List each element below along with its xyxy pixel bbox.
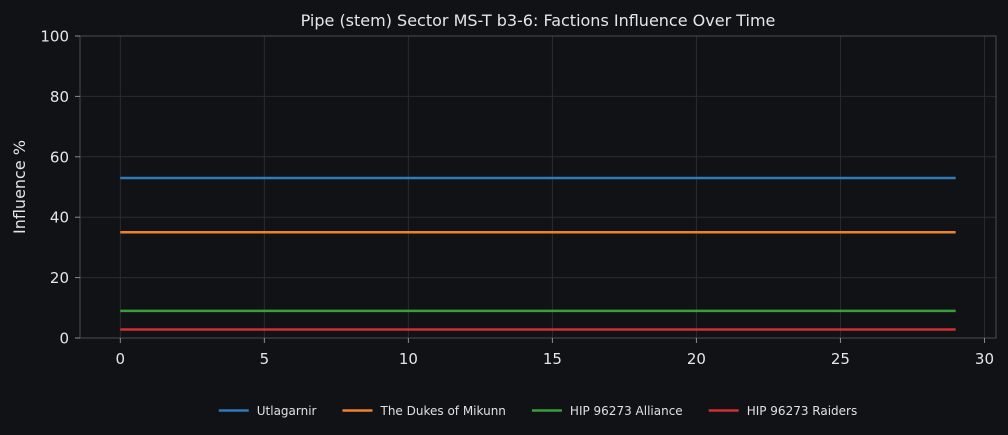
legend-label: Utlagarnir (257, 404, 317, 418)
axes-frame (79, 35, 997, 339)
series-lines (120, 176, 956, 331)
legend-item: HIP 96273 Raiders (708, 404, 858, 418)
axis-ticks: 0 5 10 15 20 25 30 0 20 40 60 80 100 (40, 28, 994, 369)
y-tick-label: 60 (50, 148, 69, 166)
legend-label: HIP 96273 Raiders (747, 404, 858, 418)
x-tick-label: 5 (260, 350, 270, 368)
x-tick-label: 0 (116, 350, 126, 368)
legend-item: Utlagarnir (218, 404, 317, 418)
legend-item: HIP 96273 Alliance (531, 404, 683, 418)
legend: Utlagarnir The Dukes of Mikunn HIP 96273 A… (218, 404, 858, 418)
y-tick-label: 40 (50, 209, 69, 227)
y-tick-label: 20 (50, 269, 69, 287)
chart-title: Pipe (stem) Sector MS-T b3-6: Factions I… (301, 11, 776, 30)
legend-item: The Dukes of Mikunn (342, 404, 506, 418)
x-tick-label: 15 (543, 350, 562, 368)
x-tick-label: 20 (687, 350, 706, 368)
y-tick-label: 80 (50, 88, 69, 106)
legend-label: HIP 96273 Alliance (570, 404, 683, 418)
y-tick-label: 100 (40, 28, 69, 46)
x-tick-label: 25 (831, 350, 850, 368)
y-axis-label: Influence % (10, 140, 29, 234)
legend-label: The Dukes of Mikunn (380, 404, 506, 418)
y-tick-label: 0 (59, 330, 69, 348)
x-tick-label: 30 (975, 350, 994, 368)
grid-lines (80, 35, 996, 339)
x-tick-label: 10 (399, 350, 418, 368)
